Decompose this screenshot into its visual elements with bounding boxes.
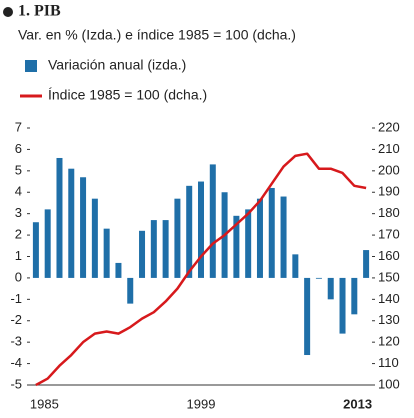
y-tick-label: 3 (15, 205, 22, 220)
bar (56, 157, 63, 278)
bar (44, 209, 51, 278)
bar (315, 277, 322, 279)
bar (162, 220, 169, 278)
y-tick-label: 6 (15, 141, 22, 156)
y2-tick-label: 150 (378, 269, 400, 284)
bar (174, 198, 181, 278)
x-tick-label: 1999 (187, 396, 216, 411)
y2-tick-label: 180 (378, 205, 400, 220)
bar (363, 250, 370, 278)
y-tick-label: 4 (15, 184, 22, 199)
y-tick-label: -3 (10, 334, 22, 349)
bar (198, 181, 204, 278)
y2-tick-label: 190 (378, 184, 400, 199)
y2-tick-label: 170 (378, 227, 400, 242)
bar (68, 168, 75, 278)
y2-tick-label: 210 (378, 141, 400, 156)
bar (268, 187, 275, 278)
bar (245, 209, 252, 278)
bar (91, 198, 98, 278)
y-tick-label: -4 (10, 355, 22, 370)
bar (280, 196, 287, 278)
legend-marker (25, 60, 37, 72)
y-tick-label: 5 (15, 162, 22, 177)
y2-tick-label: 200 (378, 162, 400, 177)
bar (139, 230, 146, 278)
bar (115, 262, 122, 278)
bar (339, 277, 346, 334)
bar (292, 254, 299, 278)
y-tick-label: -2 (10, 312, 22, 327)
bar (186, 185, 193, 278)
y2-tick-label: 160 (378, 248, 400, 263)
y2-tick-label: 140 (378, 291, 400, 306)
legend-label: Variación anual (izda.) (48, 57, 186, 73)
bar (32, 222, 39, 278)
title-bullet (3, 7, 13, 17)
bar (233, 215, 240, 278)
chart-subtitle: Var. en % (Izda.) e índice 1985 = 100 (d… (18, 27, 296, 43)
bar (327, 277, 334, 300)
bar (209, 164, 216, 278)
x-tick-label: 1985 (30, 396, 59, 411)
y2-tick-label: 220 (378, 119, 400, 134)
y-tick-label: 1 (15, 248, 22, 263)
y-tick-label: -5 (10, 376, 22, 391)
y-tick-label: -1 (10, 291, 22, 306)
y2-tick-label: 130 (378, 312, 400, 327)
y-tick-label: 0 (15, 269, 22, 284)
bar (150, 220, 157, 278)
bar (103, 228, 110, 278)
y-tick-label: 2 (15, 227, 22, 242)
legend-label: Índice 1985 = 100 (dcha.) (48, 87, 207, 103)
y-tick-label: 7 (15, 119, 22, 134)
bar (80, 177, 87, 278)
line (35, 152, 367, 387)
y2-tick-label: 110 (378, 355, 399, 370)
y2-tick-label: 100 (378, 376, 400, 391)
chart-title: 1. PIB (18, 3, 61, 20)
bar (256, 198, 263, 278)
bar (304, 277, 311, 356)
x-tick-label: 2013 (343, 396, 372, 411)
y2-tick-label: 120 (378, 334, 400, 349)
bar (127, 277, 134, 304)
bar (351, 277, 358, 315)
